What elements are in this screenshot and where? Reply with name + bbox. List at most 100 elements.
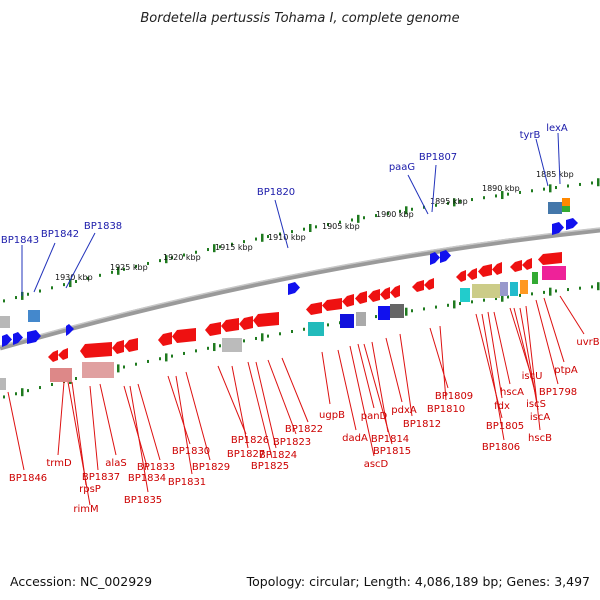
scale-tick <box>519 293 521 297</box>
scale-tick <box>267 334 269 338</box>
gene-arrow <box>440 250 451 263</box>
scale-tick <box>543 290 545 294</box>
gene-arrow <box>306 302 322 315</box>
gene-label: ptpA <box>554 365 578 376</box>
gene-block <box>472 284 500 298</box>
scale-major-tick <box>261 233 264 242</box>
gene-block <box>340 314 354 328</box>
scale-tick <box>99 273 101 277</box>
gene-label: paaG <box>389 162 415 173</box>
gene-arrow <box>288 282 300 295</box>
scale-major-tick <box>501 191 504 200</box>
scale-tick <box>291 330 293 334</box>
scale-tick <box>495 194 497 198</box>
label-leader-line <box>481 313 505 441</box>
gene-block <box>0 378 6 390</box>
gene-arrow <box>492 262 502 275</box>
gene-arrow <box>552 222 564 235</box>
label-leader-line <box>493 311 511 385</box>
scale-tick <box>531 189 533 193</box>
label-leader-line <box>67 381 91 506</box>
scale-tick <box>123 365 125 369</box>
scale-major-tick <box>549 184 552 193</box>
scale-tick <box>483 196 485 200</box>
scale-tick <box>543 187 545 191</box>
scale-tick <box>459 199 461 203</box>
gene-arrow <box>239 316 253 330</box>
gene-label: uvrB <box>576 337 599 348</box>
scale-major-tick <box>357 214 360 223</box>
scale-major-tick <box>165 353 168 362</box>
label-leader-line <box>65 232 96 289</box>
label-leader-line <box>357 343 375 409</box>
label-leader-line <box>175 375 193 475</box>
scale-major-tick <box>597 282 600 291</box>
scale-major-tick <box>117 364 120 373</box>
scale-tick <box>555 186 557 190</box>
gene-arrow <box>368 289 380 302</box>
scale-major-tick <box>453 300 456 309</box>
scale-tick <box>123 267 125 271</box>
scale-tick <box>447 303 449 307</box>
scale-label: 1910 kbp <box>268 233 306 242</box>
label-leader-line <box>99 383 117 456</box>
scale-tick <box>63 283 65 287</box>
scale-label: 1895 kbp <box>430 197 468 206</box>
gene-label: BP1826 <box>231 435 269 446</box>
label-leader-line <box>525 305 541 431</box>
scale-label: 1915 kbp <box>215 243 253 252</box>
scale-tick <box>147 261 149 265</box>
scale-tick <box>363 216 365 220</box>
scale-tick <box>411 207 413 211</box>
gene-label: BP1805 <box>486 421 524 432</box>
scale-tick <box>507 192 509 196</box>
gene-label: BP1807 <box>419 152 457 163</box>
scale-tick <box>471 198 473 202</box>
scale-tick <box>159 259 161 263</box>
scale-major-tick <box>597 178 600 187</box>
gene-label: alaS <box>105 458 126 469</box>
gene-arrow <box>390 285 400 298</box>
gene-arrow <box>13 332 23 345</box>
scale-tick <box>243 240 245 244</box>
scale-major-tick <box>117 266 120 275</box>
gene-block <box>308 322 324 336</box>
scale-major-tick <box>69 279 72 288</box>
label-leader-line <box>487 311 503 399</box>
scale-tick <box>531 292 533 296</box>
scale-tick <box>459 302 461 306</box>
gene-label: rpsP <box>79 484 101 495</box>
scale-tick <box>339 220 341 224</box>
label-leader-line <box>439 325 447 401</box>
label-leader-line <box>559 295 585 335</box>
scale-tick <box>387 211 389 215</box>
label-leader-line <box>337 349 357 431</box>
scale-tick <box>351 218 353 222</box>
gene-label: BP1835 <box>124 495 162 506</box>
scale-tick <box>435 305 437 309</box>
gene-label: BP1823 <box>273 437 311 448</box>
scale-ring-inner <box>3 282 600 399</box>
gene-block <box>548 202 562 214</box>
scale-tick <box>135 264 137 268</box>
scale-label: 1920 kbp <box>163 253 201 262</box>
scale-major-tick <box>309 224 312 233</box>
scale-labels: 1930 kbp 1925 kbp 1920 kbp 1915 kbp 1910 kbp… <box>55 170 574 282</box>
gene-arrow <box>510 260 522 272</box>
gene-arrow <box>66 324 74 336</box>
scale-tick <box>39 386 41 390</box>
scale-tick <box>375 214 377 218</box>
scale-tick <box>3 299 5 303</box>
scale-tick <box>591 181 593 185</box>
scale-tick <box>303 327 305 331</box>
gene-arrow <box>538 252 562 265</box>
scale-tick <box>267 235 269 239</box>
gene-label: BP1842 <box>41 229 79 240</box>
gene-label: iscU <box>522 371 543 382</box>
scale-tick <box>87 276 89 280</box>
scale-tick <box>579 286 581 290</box>
scale-tick <box>159 357 161 361</box>
scale-tick <box>279 332 281 336</box>
gene-arrow <box>112 340 124 354</box>
scale-major-tick <box>261 333 264 342</box>
